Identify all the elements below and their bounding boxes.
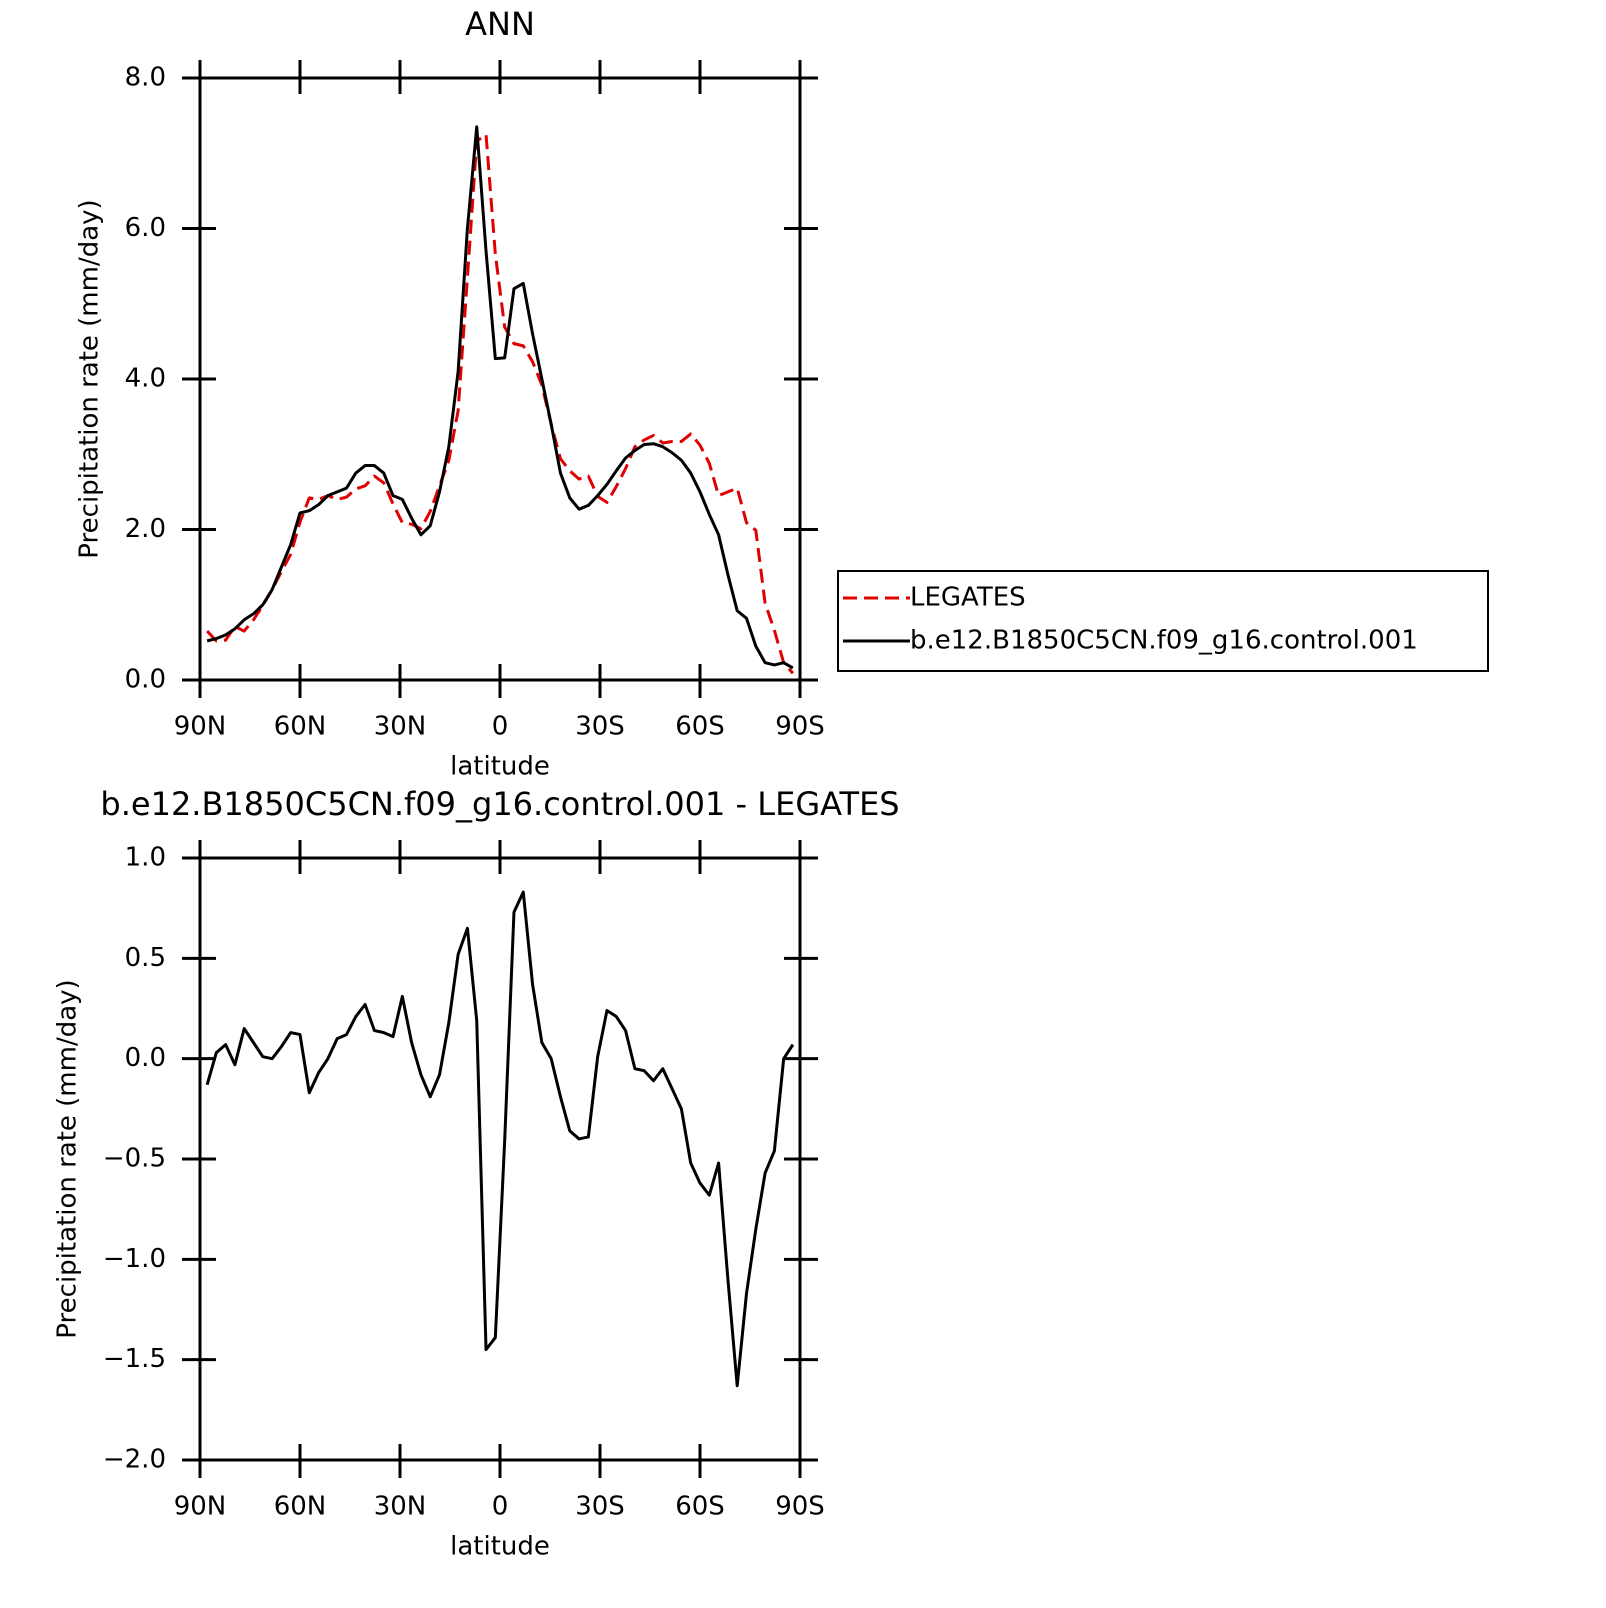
x-tick-label: 30N: [374, 712, 427, 742]
y-tick-label: −0.5: [103, 1144, 166, 1174]
y-tick-label: −1.0: [103, 1244, 166, 1274]
chart-title: b.e12.B1850C5CN.f09_g16.control.001 - LE…: [100, 785, 899, 823]
x-tick-label: 60N: [274, 712, 327, 742]
x-tick-label: 60S: [675, 1492, 725, 1522]
chart-title: ANN: [465, 5, 535, 43]
x-tick-label: 30N: [374, 1492, 427, 1522]
y-axis-label: Precipitation rate (mm/day): [53, 979, 83, 1338]
y-axis-label: Precipitation rate (mm/day): [75, 199, 105, 558]
x-tick-label: 30S: [575, 712, 625, 742]
x-axis-label: latitude: [450, 752, 550, 782]
legend-label: LEGATES: [910, 583, 1026, 613]
x-tick-label: 60N: [274, 1492, 327, 1522]
legend-label: b.e12.B1850C5CN.f09_g16.control.001: [910, 626, 1418, 656]
y-tick-label: 1.0: [125, 843, 166, 873]
legend-box: [837, 570, 1489, 672]
data-line: [205, 890, 795, 1388]
x-tick-label: 90N: [174, 712, 227, 742]
x-tick-label: 90S: [775, 1492, 825, 1522]
y-tick-label: 6.0: [125, 213, 166, 243]
x-tick-label: 90S: [775, 712, 825, 742]
y-tick-label: 8.0: [125, 63, 166, 93]
x-tick-label: 0: [492, 1492, 509, 1522]
y-tick-label: −1.5: [103, 1344, 166, 1374]
x-tick-label: 90N: [174, 1492, 227, 1522]
x-tick-label: 30S: [575, 1492, 625, 1522]
data-line: [206, 125, 794, 670]
y-tick-label: 0.5: [125, 943, 166, 973]
y-tick-label: 2.0: [125, 514, 166, 544]
x-axis-label: latitude: [450, 1532, 550, 1562]
y-tick-label: 4.0: [125, 364, 166, 394]
y-tick-label: 0.0: [125, 1043, 166, 1073]
y-tick-label: −2.0: [103, 1445, 166, 1475]
x-tick-label: 0: [492, 712, 509, 742]
plot-frame: [198, 856, 802, 1462]
x-tick-label: 60S: [675, 712, 725, 742]
y-tick-label: 0.0: [125, 665, 166, 695]
data-line: [206, 132, 795, 675]
plot-frame: [198, 76, 802, 682]
